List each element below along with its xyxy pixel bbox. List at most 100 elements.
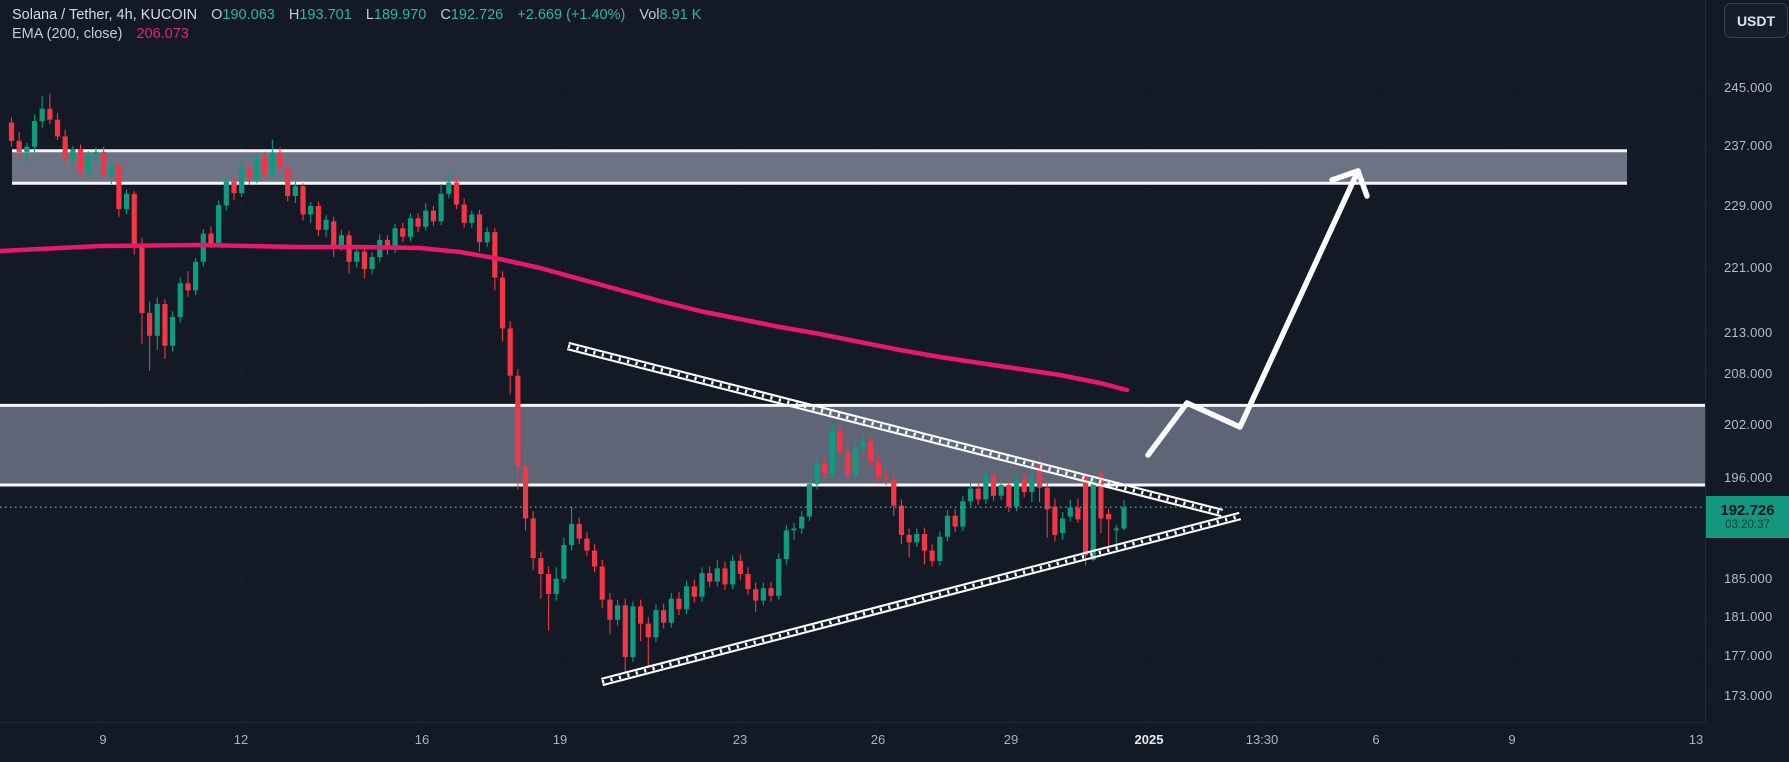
candle-body (921, 533, 928, 551)
projection-arrow[interactable] (1145, 168, 1361, 458)
candle-body (944, 515, 951, 537)
ema-200-line[interactable] (0, 242, 1130, 393)
triangle-upper[interactable] (566, 348, 1222, 518)
price-axis-label: 177.000 (1724, 647, 1773, 663)
time-axis-label: 16 (414, 732, 430, 747)
candle-body (331, 221, 337, 246)
time-axis-label: 9 (99, 732, 107, 747)
candle-body (860, 441, 866, 447)
candle-body (852, 446, 859, 477)
candle-body (645, 623, 651, 638)
candle-body (269, 152, 275, 175)
candle-body (231, 181, 237, 194)
candle-body (737, 560, 743, 575)
symbol-title[interactable]: Solana / Tether, 4h, KUCOIN (12, 7, 198, 23)
candle-body (799, 516, 805, 529)
candle-body (499, 277, 506, 329)
candle-body (875, 461, 882, 478)
candle-body (998, 484, 1004, 496)
candle-body (16, 140, 22, 152)
candle-body (1113, 528, 1119, 531)
candle-body (845, 451, 851, 477)
candle-body (1098, 474, 1104, 519)
candle-body (170, 317, 176, 346)
triangle-upper[interactable] (568, 341, 1224, 511)
low-value: 189.970 (373, 7, 427, 23)
candle-body (461, 204, 467, 223)
triangle-lower[interactable] (602, 518, 1242, 687)
candle-body (584, 538, 590, 551)
candle-body (453, 182, 460, 205)
price-axis-label: 221.000 (1724, 260, 1773, 276)
low-label: L (365, 7, 374, 23)
candle-body (1121, 507, 1127, 529)
candle-body (262, 157, 268, 175)
candle-body (983, 475, 989, 500)
currency-toggle-button[interactable]: USDT (1724, 3, 1788, 38)
time-axis-label: 12 (233, 732, 249, 747)
candle-body (553, 578, 559, 594)
candle-body (952, 515, 958, 527)
candle-body (70, 148, 76, 159)
candle-body (1075, 507, 1081, 520)
candle-body (469, 214, 475, 223)
candle-body (837, 431, 843, 452)
candle-body (446, 182, 452, 194)
candle-body (123, 193, 130, 210)
candle-body (568, 523, 575, 546)
triangle-lower-hatch (601, 514, 1241, 684)
candle-body (753, 589, 759, 601)
candle-body (814, 463, 820, 485)
candle-body (93, 151, 99, 156)
candle-body (338, 235, 344, 246)
candle-body (591, 550, 598, 567)
time-axis-label: 26 (870, 732, 886, 747)
triangle-lower[interactable] (600, 511, 1240, 680)
candle-body (883, 477, 889, 480)
time-axis[interactable]: 9 12 16 19 23 26 29 2025 13:30 6 9 13 (0, 722, 1789, 762)
change-value: +2.669 (+1.40%) (517, 7, 626, 23)
projection-arrow-head (1355, 168, 1370, 199)
price-axis[interactable]: 245.000 237.000 229.000 221.000 213.000 208.0… (1705, 0, 1789, 722)
time-axis-label: 19 (552, 732, 568, 747)
close-label: C (440, 7, 451, 23)
chart-canvas[interactable] (0, 0, 1705, 722)
time-axis-label: 6 (1372, 732, 1380, 747)
ema-label[interactable]: EMA (200, close) (12, 26, 123, 42)
price-axis-label: 245.000 (1724, 80, 1773, 95)
candlestick-chart[interactable] (0, 0, 1705, 722)
candle-body (254, 157, 260, 179)
candle-body (54, 119, 61, 137)
candle-body (653, 610, 659, 638)
volume-label: Vol (639, 7, 660, 23)
upper-supply-zone[interactable] (12, 150, 1627, 184)
chart-legend: Solana / Tether, 4h, KUCOIN O190.063 H19… (12, 6, 701, 44)
candle-body (300, 186, 306, 215)
candle-body (638, 606, 644, 624)
ema-legend-row[interactable]: EMA (200, close) 206.073 (12, 25, 701, 44)
candle-body (607, 599, 613, 620)
candle-body (323, 219, 329, 230)
bar-countdown: 03:20:37 (1725, 519, 1770, 531)
candle-body (630, 606, 636, 657)
candle-body (622, 605, 628, 657)
axis-corner (1705, 722, 1789, 761)
candle-body (154, 304, 160, 336)
candle-body (1059, 518, 1066, 534)
middle-supply-zone[interactable] (0, 405, 1705, 485)
candle-body (661, 610, 667, 623)
candle-body (868, 441, 874, 462)
candle-body (1013, 479, 1020, 507)
candle-body (400, 228, 406, 237)
candle-body (507, 328, 513, 376)
price-axis-label: 208.000 (1724, 366, 1773, 382)
candle-body (223, 181, 229, 206)
candle-body (684, 586, 690, 610)
candle-body (522, 466, 529, 519)
symbol-legend-row[interactable]: Solana / Tether, 4h, KUCOIN O190.063 H19… (12, 6, 701, 25)
candle-body (1105, 513, 1112, 520)
candle-body (561, 545, 567, 579)
candle-body (937, 536, 943, 561)
candle-body (193, 261, 199, 291)
